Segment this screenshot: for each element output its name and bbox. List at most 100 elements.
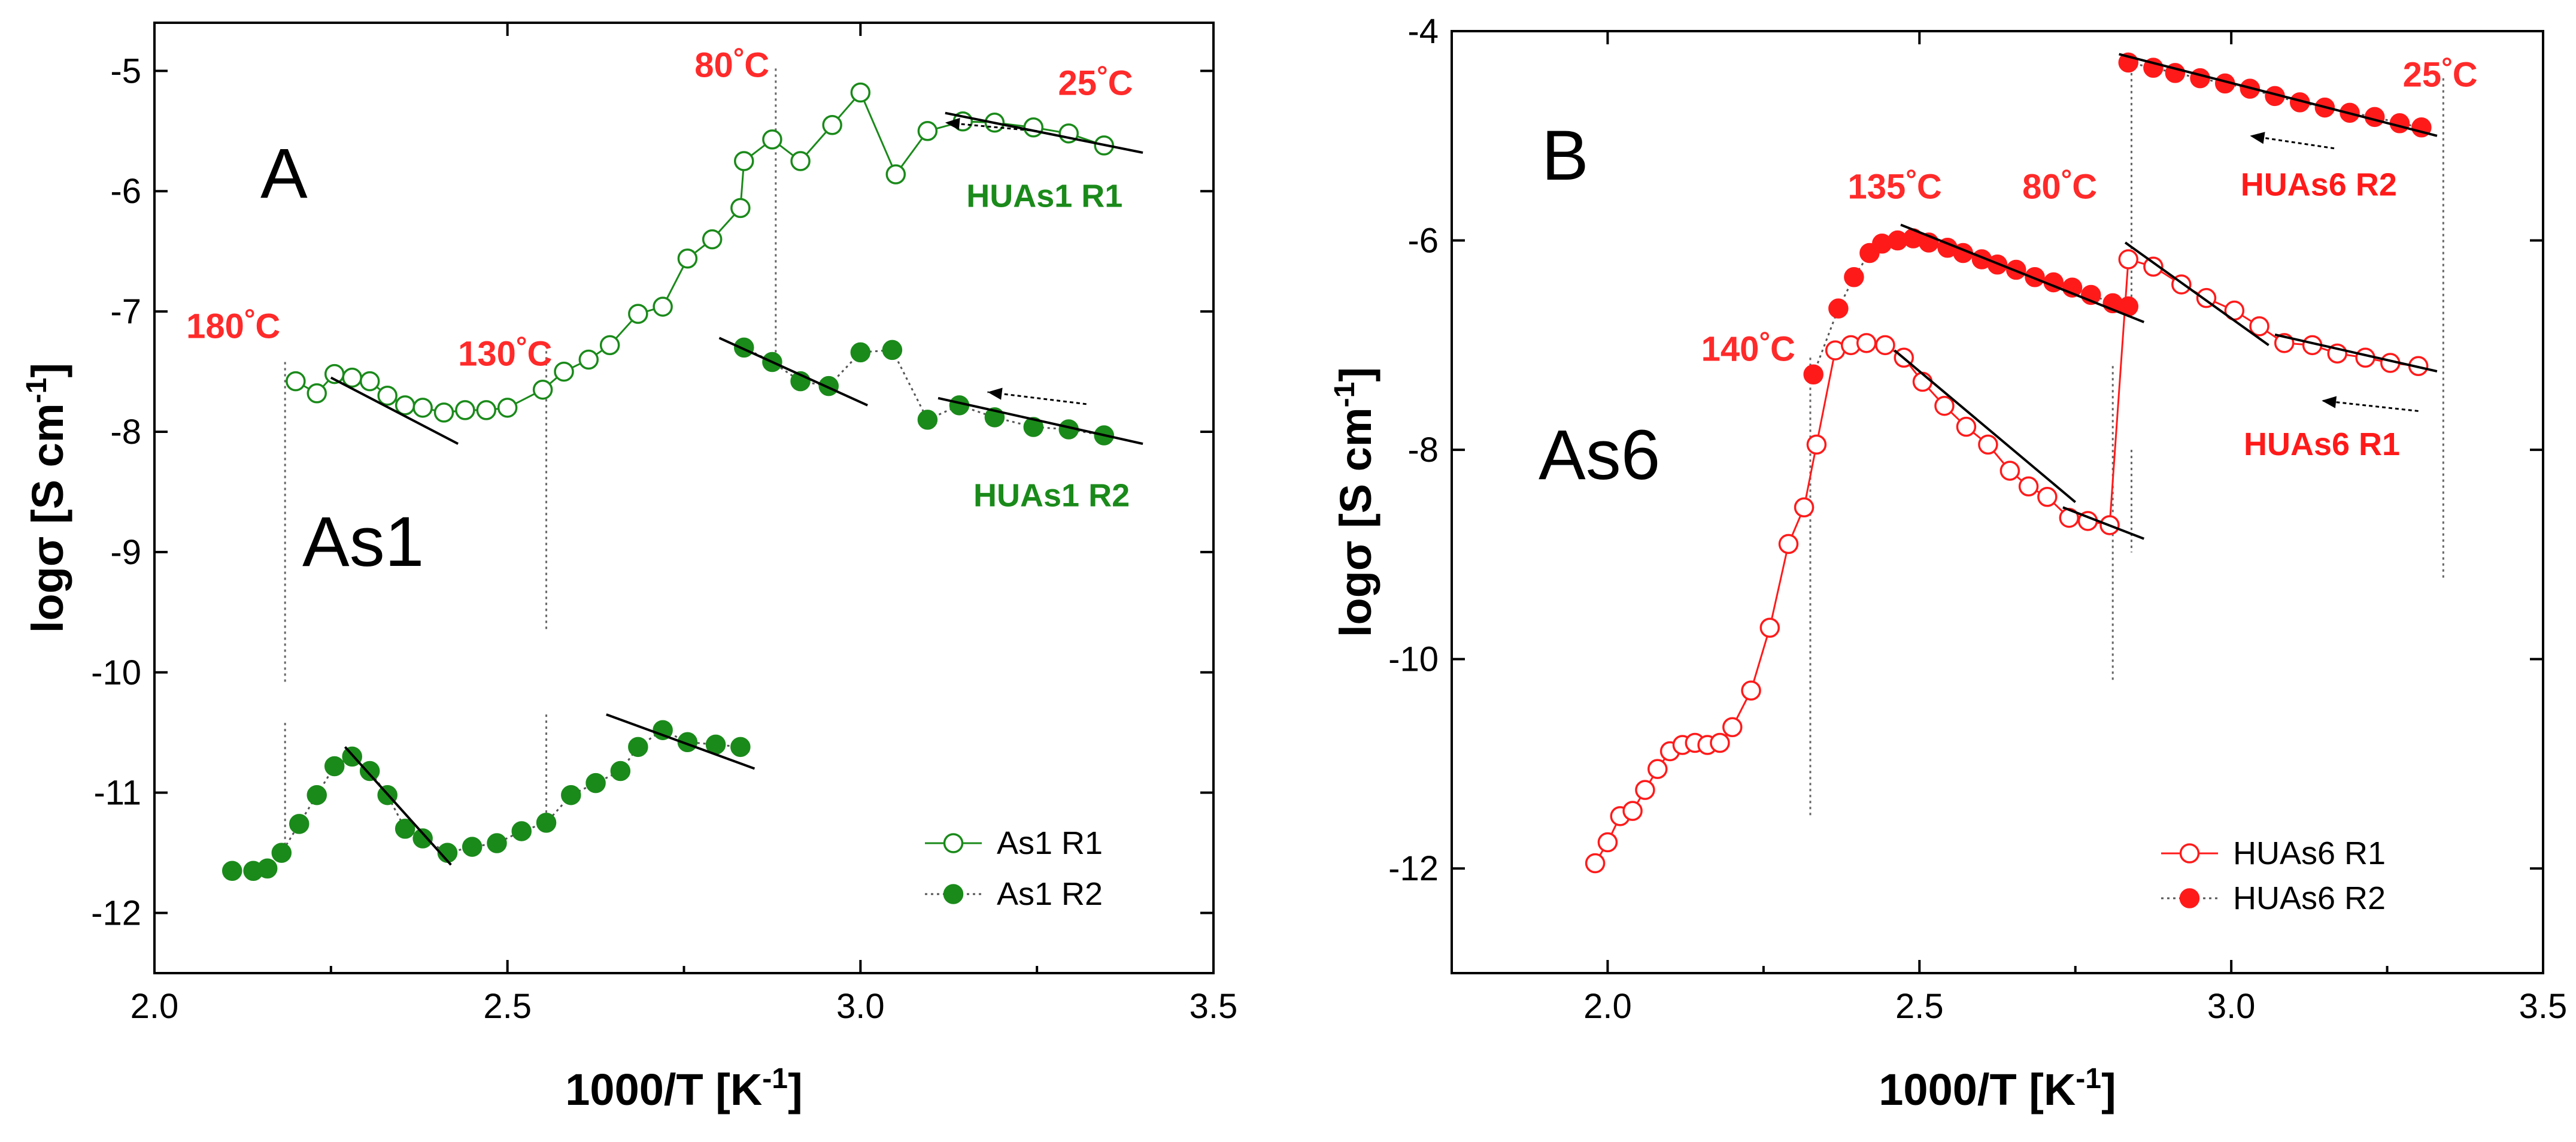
x-axis-title: 1000/T [K-1] xyxy=(1879,1062,2116,1114)
y-axis-title-suffix: ] xyxy=(1331,367,1380,382)
data-point xyxy=(412,398,433,418)
legend-marker xyxy=(943,833,964,853)
data-point xyxy=(1635,780,1655,800)
fit-line xyxy=(718,337,868,407)
data-point xyxy=(1875,335,1895,356)
legend-entry: As1 R2 xyxy=(997,876,1103,912)
direction-arrow xyxy=(2322,399,2419,412)
legend-entry: HUAs6 R1 xyxy=(2233,835,2386,871)
fit-line xyxy=(1900,223,2145,323)
y-tick-label: -6 xyxy=(110,172,141,211)
y-tick-label: -5 xyxy=(110,52,141,90)
temperature-label-value: 130 xyxy=(458,335,516,374)
data-point xyxy=(730,198,751,219)
data-point xyxy=(730,737,751,758)
data-point xyxy=(1778,534,1799,555)
data-point xyxy=(289,814,310,834)
y-tick-label: -12 xyxy=(91,894,141,933)
panel-a: 2.0 2.5 3.0 3.5 -12 -11 -10 -9 -8 -7 -6 -5 1000/T [K… xyxy=(20,22,1237,1114)
sample-label: As6 xyxy=(1539,416,1660,495)
arrow-head xyxy=(2250,132,2265,144)
x-tick-label: 3.5 xyxy=(2519,987,2568,1026)
fit-line xyxy=(330,376,459,445)
y-axis-title: logσ [S cm-1] xyxy=(20,363,72,633)
temperature-label-degree: ° xyxy=(244,303,256,334)
data-point xyxy=(2037,487,2058,507)
y-axis-title-sup: -1 xyxy=(1328,382,1361,408)
x-axis-title-sup: -1 xyxy=(762,1062,788,1095)
temperature-label-unit: C xyxy=(744,46,769,84)
run-label: HUAs6 R2 xyxy=(2241,166,2397,202)
direction-arrow xyxy=(987,391,1087,405)
data-point xyxy=(395,395,415,416)
data-point xyxy=(433,402,454,423)
temperature-label-degree: ° xyxy=(733,42,745,73)
data-point xyxy=(1597,832,1618,853)
fit-line xyxy=(945,111,1143,154)
x-tick-label: 2.0 xyxy=(131,987,179,1026)
arrow-head xyxy=(987,387,1003,400)
data-point xyxy=(2025,266,2045,287)
data-point xyxy=(532,379,553,400)
y-tick-label: -10 xyxy=(91,653,141,692)
data-point xyxy=(762,129,782,150)
direction-arrow xyxy=(945,122,1037,132)
data-point xyxy=(1710,732,1730,753)
data-point xyxy=(1844,266,1864,287)
data-point xyxy=(342,367,362,388)
data-point xyxy=(882,340,903,361)
data-point xyxy=(653,296,673,317)
data-point xyxy=(1856,333,1877,353)
data-point xyxy=(1759,617,1780,638)
x-axis-title-main: 1000/T [K xyxy=(1879,1065,2076,1114)
data-point xyxy=(917,410,938,430)
arrow-head xyxy=(2322,396,2337,408)
data-point xyxy=(307,784,327,805)
temperature-label-unit: C xyxy=(527,335,552,374)
data-point xyxy=(286,371,306,392)
data-point xyxy=(2143,256,2164,277)
data-point xyxy=(1956,416,1977,437)
x-tick-label: 2.5 xyxy=(483,987,532,1026)
y-axis-title-main: logσ [S cm xyxy=(1331,407,1380,637)
data-point xyxy=(917,121,938,141)
y-axis-title-sup: -1 xyxy=(20,378,53,404)
temperature-label-value: 80 xyxy=(694,46,733,84)
run-label: HUAs6 R1 xyxy=(2244,426,2400,462)
y-axis-title: logσ [S cm-1] xyxy=(1328,367,1380,637)
data-point xyxy=(377,385,398,406)
temperature-label-unit: C xyxy=(2453,56,2478,95)
data-point xyxy=(1999,461,2020,481)
legend-entry: As1 R1 xyxy=(997,825,1103,861)
temperature-label-value: 180 xyxy=(186,307,244,346)
data-point xyxy=(1722,717,1743,738)
temperature-label-unit: C xyxy=(255,307,280,346)
data-point xyxy=(1806,434,1827,455)
x-axis-title-suffix: ] xyxy=(788,1065,803,1114)
temperature-label-degree: ° xyxy=(1759,326,1770,358)
temperature-label-value: 25 xyxy=(1058,64,1097,103)
fit-line xyxy=(2062,506,2145,540)
data-point xyxy=(554,361,574,382)
y-tick-label: -10 xyxy=(1388,640,1439,679)
fit-line xyxy=(2119,53,2438,137)
data-point xyxy=(455,400,475,420)
temperature-label-degree: ° xyxy=(1097,60,1108,92)
temperature-label-value: 140 xyxy=(1701,330,1759,369)
temperature-label: 25°C xyxy=(2403,52,2478,95)
x-tick-label: 2.5 xyxy=(1895,987,1944,1026)
data-point xyxy=(561,784,581,805)
fit-line xyxy=(2124,241,2269,346)
data-point xyxy=(462,837,483,857)
data-point xyxy=(271,843,292,863)
temperature-label-unit: C xyxy=(2072,168,2097,207)
data-point xyxy=(2249,316,2269,337)
temperature-label-value: 80 xyxy=(2022,168,2061,207)
data-point xyxy=(850,82,871,103)
arrow-head xyxy=(945,117,960,131)
data-point xyxy=(578,349,599,370)
y-tick-label: -4 xyxy=(1407,12,1439,51)
temperature-label-value: 25 xyxy=(2403,56,2442,95)
